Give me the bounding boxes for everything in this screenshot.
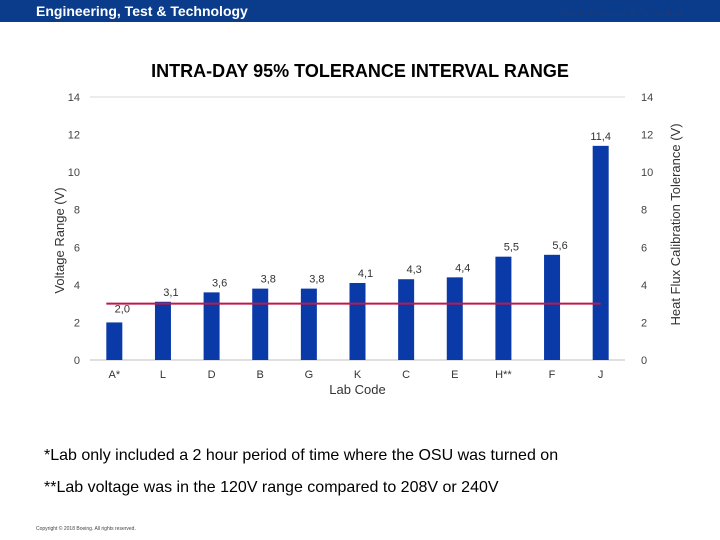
footnote-lab-a: *Lab only included a 2 hour period of ti…	[44, 447, 559, 464]
y2-tick-label: 0	[641, 355, 647, 367]
bar-value-label: 3,8	[261, 274, 276, 286]
y2-tick-label: 10	[641, 167, 653, 179]
copyright: Copyright © 2018 Boeing. All rights rese…	[36, 526, 136, 532]
bar-value-label: 5,5	[504, 242, 519, 254]
bar-value-label: 4,1	[358, 268, 373, 280]
bar-2	[203, 292, 220, 360]
slide-title: INTRA-DAY 95% TOLERANCE INTERVAL RANGE	[151, 61, 569, 81]
y-axis-title: Voltage Range (V)	[52, 187, 67, 293]
bar-10	[592, 145, 609, 360]
bar-value-label: 3,6	[212, 277, 227, 289]
bar-value-label: 3,8	[309, 274, 324, 286]
bar-9	[544, 254, 561, 360]
top-banner: Engineering, Test & Technology	[0, 0, 720, 22]
y-tick-label: 0	[74, 355, 80, 367]
bar-8	[495, 256, 512, 360]
x-tick-label: C	[402, 369, 410, 381]
y-tick-label: 8	[74, 205, 80, 217]
x-tick-label: F	[549, 369, 556, 381]
x-tick-label: K	[354, 369, 362, 381]
bar-1	[154, 301, 171, 360]
x-tick-label: J	[598, 369, 604, 381]
x-tick-label: B	[257, 369, 264, 381]
y2-tick-label: 8	[641, 205, 647, 217]
y-tick-label: 14	[68, 92, 80, 104]
y2-tick-label: 6	[641, 242, 647, 254]
bar-value-label: 3,1	[163, 287, 178, 299]
x-tick-label: A*	[109, 369, 121, 381]
y2-tick-label: 4	[641, 280, 647, 292]
footnote-lab-h: **Lab voltage was in the 120V range comp…	[44, 479, 499, 496]
y-tick-label: 12	[68, 130, 80, 142]
banner-subtitle: Boeing Research & Technology	[558, 8, 684, 18]
x-tick-label: D	[208, 369, 216, 381]
y2-tick-label: 2	[641, 317, 647, 329]
bar-0	[106, 322, 123, 360]
bar-4	[300, 288, 317, 360]
x-tick-label: H**	[495, 369, 512, 381]
bar-3	[252, 288, 269, 360]
banner-title: Engineering, Test & Technology	[36, 3, 248, 19]
y2-tick-label: 14	[641, 92, 653, 104]
x-axis-title: Lab Code	[329, 382, 385, 397]
bar-value-label: 4,4	[455, 262, 470, 274]
y2-axis-title: Heat Flux Calibration Tolerance (V)	[668, 123, 683, 325]
bar-value-label: 11,4	[590, 131, 611, 143]
y-tick-label: 10	[68, 167, 80, 179]
bar-7	[446, 277, 463, 360]
y-tick-label: 4	[74, 280, 80, 292]
x-tick-label: L	[160, 369, 166, 381]
bar-5	[349, 282, 366, 360]
y2-tick-label: 12	[641, 130, 653, 142]
y-tick-label: 6	[74, 242, 80, 254]
x-tick-label: E	[451, 369, 458, 381]
y-tick-label: 2	[74, 317, 80, 329]
bar-6	[398, 279, 415, 360]
bar-value-label: 5,6	[552, 240, 567, 252]
bar-value-label: 4,3	[406, 264, 421, 276]
bar-value-label: 2,0	[115, 303, 130, 315]
x-tick-label: G	[305, 369, 314, 381]
